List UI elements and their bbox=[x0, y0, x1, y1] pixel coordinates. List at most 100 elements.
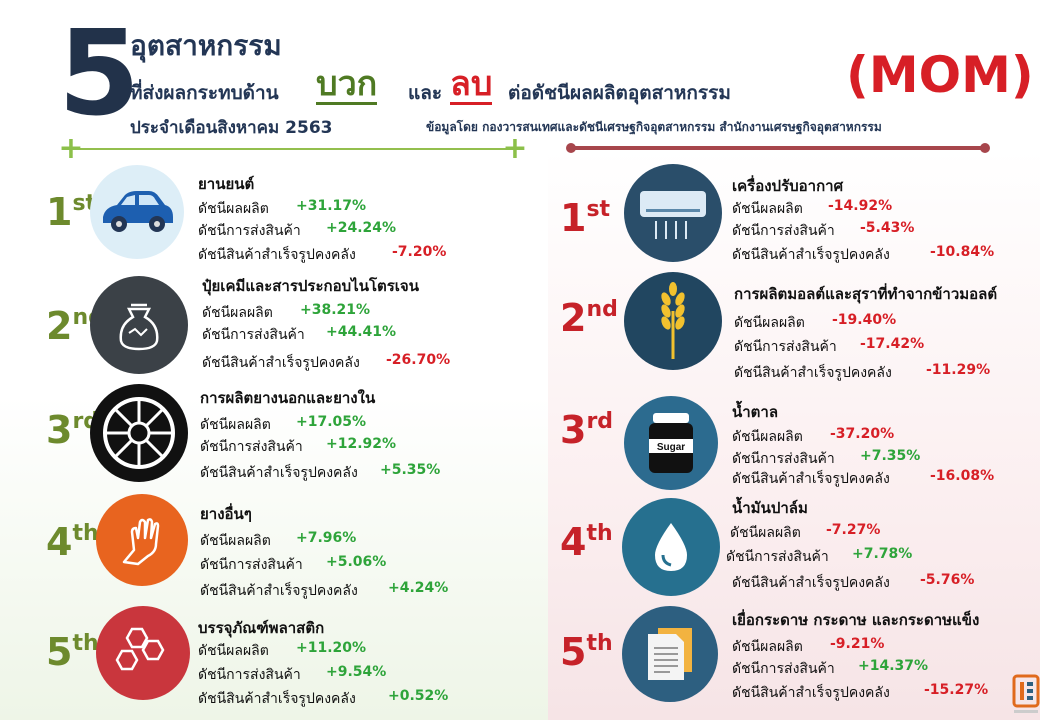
positive-divider bbox=[70, 148, 518, 150]
inventory-index-label: ดัชนีสินค้าสำเร็จรูปคงคลัง bbox=[198, 247, 356, 263]
production-index-value: +11.20% bbox=[296, 640, 367, 656]
shipment-index-label: ดัชนีการส่งสินค้า bbox=[732, 223, 835, 239]
shipment-index-value: -17.42% bbox=[860, 336, 925, 352]
inventory-index-value: -7.20% bbox=[392, 244, 447, 260]
production-index-value: +17.05% bbox=[296, 414, 367, 430]
rank-label: 4th bbox=[560, 520, 613, 564]
inventory-index-label: ดัชนีสินค้าสำเร็จรูปคงคลัง bbox=[202, 355, 360, 371]
production-index-label: ดัชนีผลผลิต bbox=[734, 315, 805, 331]
shipment-index-label: ดัชนีการส่งสินค้า bbox=[200, 439, 303, 455]
industry-name: การผลิตมอลต์และสุราที่ทำจากข้าวมอลต์ bbox=[734, 285, 998, 303]
rank-label: 1st bbox=[46, 190, 97, 234]
production-index-label: ดัชนีผลผลิต bbox=[732, 639, 803, 655]
plus-icon: + bbox=[58, 131, 84, 166]
industry-name: ยานยนต์ bbox=[198, 175, 255, 193]
inventory-index-value: -15.27% bbox=[924, 682, 989, 698]
production-index-value: +38.21% bbox=[300, 302, 371, 318]
inventory-index-value: -11.29% bbox=[926, 362, 991, 378]
inventory-index-value: -16.08% bbox=[930, 468, 995, 484]
inventory-index-label: ดัชนีสินค้าสำเร็จรูปคงคลัง bbox=[200, 583, 358, 599]
mom-label: (MOM) bbox=[846, 46, 1034, 104]
title-line2b: ต่อดัชนีผลผลิตอุตสาหกรรม bbox=[508, 82, 731, 104]
minus-dot-icon bbox=[566, 143, 576, 153]
car-icon bbox=[90, 165, 184, 259]
shipment-index-value: +7.35% bbox=[860, 448, 921, 464]
industry-name: เยื่อกระดาษ กระดาษ และกระดาษแข็ง bbox=[732, 611, 980, 629]
production-index-value: +31.17% bbox=[296, 198, 367, 214]
shipment-index-value: +44.41% bbox=[326, 324, 397, 340]
shipment-index-label: ดัชนีการส่งสินค้า bbox=[732, 661, 835, 677]
inventory-index-label: ดัชนีสินค้าสำเร็จรูปคงคลัง bbox=[198, 691, 356, 707]
shipment-index-value: +24.24% bbox=[326, 220, 397, 236]
inventory-index-label: ดัชนีสินค้าสำเร็จรูปคงคลัง bbox=[732, 575, 890, 591]
rank-label: 1st bbox=[560, 196, 611, 240]
shipment-index-value: -5.43% bbox=[860, 220, 915, 236]
production-index-label: ดัชนีผลผลิต bbox=[198, 643, 269, 659]
oil-drop-icon bbox=[622, 498, 720, 596]
hexagons-icon bbox=[96, 606, 190, 700]
plus-icon: + bbox=[502, 131, 528, 166]
title-line3: ประจำเดือนสิงหาคม 2563 bbox=[130, 118, 333, 138]
negative-divider bbox=[568, 146, 986, 150]
production-index-value: -19.40% bbox=[832, 312, 897, 328]
industry-name: เครื่องปรับอากาศ bbox=[732, 177, 844, 195]
production-index-label: ดัชนีผลผลิต bbox=[198, 201, 269, 217]
rank-label: 5th bbox=[560, 630, 613, 674]
shipment-index-value: +9.54% bbox=[326, 664, 387, 680]
shipment-index-value: +14.37% bbox=[858, 658, 929, 674]
tire-icon bbox=[90, 384, 188, 482]
shipment-index-label: ดัชนีการส่งสินค้า bbox=[732, 451, 835, 467]
industry-name: ยางอื่นๆ bbox=[200, 505, 252, 523]
shipment-index-label: ดัชนีการส่งสินค้า bbox=[198, 667, 301, 683]
fertilizer-bag-icon bbox=[90, 276, 188, 374]
inventory-index-value: -10.84% bbox=[930, 244, 995, 260]
title-line2a: ที่ส่งผลกระทบด้าน bbox=[130, 82, 279, 104]
shipment-index-value: +5.06% bbox=[326, 554, 387, 570]
shipment-index-label: ดัชนีการส่งสินค้า bbox=[202, 327, 305, 343]
industry-name: ปุ๋ยเคมีและสารประกอบไนโตรเจน bbox=[202, 277, 419, 295]
industry-name: การผลิตยางนอกและยางใน bbox=[200, 389, 376, 407]
positive-word: บวก bbox=[316, 64, 378, 105]
production-index-value: -14.92% bbox=[828, 198, 893, 214]
inventory-index-value: +5.35% bbox=[380, 462, 441, 478]
production-index-label: ดัชนีผลผลิต bbox=[730, 525, 801, 541]
production-index-value: -37.20% bbox=[830, 426, 895, 442]
industry-name: น้ำมันปาล์ม bbox=[732, 499, 808, 517]
sugar-label: Sugar bbox=[657, 442, 685, 453]
negative-word: ลบ bbox=[450, 64, 493, 105]
source-credit: ข้อมูลโดย กองวารสนเทศและดัชนีเศรษฐกิจอุต… bbox=[426, 120, 882, 134]
rank-label: 2nd bbox=[560, 296, 618, 340]
production-index-label: ดัชนีผลผลิต bbox=[732, 429, 803, 445]
minus-dot-icon bbox=[980, 143, 990, 153]
air-conditioner-icon bbox=[624, 164, 722, 262]
shipment-index-value: +12.92% bbox=[326, 436, 397, 452]
production-index-label: ดัชนีผลผลิต bbox=[202, 305, 273, 321]
sugar-jar-icon: Sugar bbox=[624, 396, 718, 490]
rubber-glove-icon bbox=[96, 494, 188, 586]
inventory-index-value: +4.24% bbox=[388, 580, 449, 596]
shipment-index-label: ดัชนีการส่งสินค้า bbox=[200, 557, 303, 573]
big-number: 5 bbox=[58, 4, 140, 142]
title-line1: อุตสาหกรรม bbox=[130, 29, 282, 62]
paper-documents-icon bbox=[622, 606, 718, 702]
production-index-value: +7.96% bbox=[296, 530, 357, 546]
inventory-index-value: +0.52% bbox=[388, 688, 449, 704]
shipment-index-label: ดัชนีการส่งสินค้า bbox=[734, 339, 837, 355]
inventory-index-label: ดัชนีสินค้าสำเร็จรูปคงคลัง bbox=[732, 471, 890, 487]
inventory-index-label: ดัชนีสินค้าสำเร็จรูปคงคลัง bbox=[200, 465, 358, 481]
shipment-index-label: ดัชนีการส่งสินค้า bbox=[726, 549, 829, 565]
industry-name: บรรจุภัณฑ์พลาสติก bbox=[198, 619, 325, 637]
rank-label: 4th bbox=[46, 520, 99, 564]
production-index-label: ดัชนีผลผลิต bbox=[200, 533, 271, 549]
production-index-label: ดัชนีผลผลิต bbox=[200, 417, 271, 433]
barley-icon bbox=[624, 272, 722, 370]
inventory-index-label: ดัชนีสินค้าสำเร็จรูปคงคลัง bbox=[732, 685, 890, 701]
agency-logo-icon bbox=[1012, 674, 1040, 720]
production-index-label: ดัชนีผลผลิต bbox=[732, 201, 803, 217]
industry-name: น้ำตาล bbox=[732, 403, 779, 421]
production-index-value: -9.21% bbox=[830, 636, 885, 652]
inventory-index-value: -5.76% bbox=[920, 572, 975, 588]
inventory-index-label: ดัชนีสินค้าสำเร็จรูปคงคลัง bbox=[732, 247, 890, 263]
shipment-index-label: ดัชนีการส่งสินค้า bbox=[198, 223, 301, 239]
and-word: และ bbox=[408, 82, 443, 104]
